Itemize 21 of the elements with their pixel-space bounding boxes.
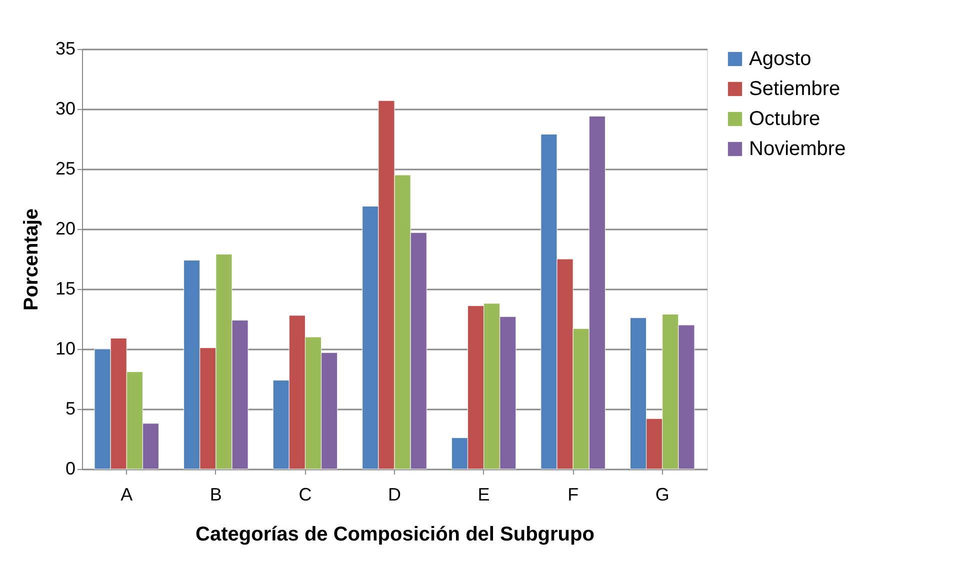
x-tick-label: A: [120, 484, 133, 504]
x-tick-label: G: [655, 484, 670, 504]
y-tick-label: 0: [65, 458, 76, 478]
x-tick-label: D: [388, 484, 401, 504]
y-tick-label: 10: [55, 338, 76, 358]
x-axis-title: Categorías de Composición del Subgrupo: [196, 524, 594, 546]
x-tick-label: F: [568, 484, 579, 504]
legend-label: Setiembre: [749, 78, 840, 100]
y-tick-label: 15: [55, 278, 76, 298]
y-tick-label: 30: [55, 98, 76, 118]
legend-label: Noviembre: [749, 138, 846, 160]
legend-label: Agosto: [749, 48, 812, 70]
y-tick-label: 20: [55, 218, 76, 238]
legend-label: Octubre: [749, 108, 820, 130]
y-tick-label: 25: [55, 158, 76, 178]
x-tick-label: E: [478, 484, 490, 504]
y-tick-label: 5: [65, 398, 76, 418]
y-tick-label: 35: [55, 38, 76, 58]
y-axis-title: Porcentaje: [20, 208, 42, 311]
x-tick-label: B: [210, 484, 222, 504]
x-tick-label: C: [298, 484, 312, 504]
